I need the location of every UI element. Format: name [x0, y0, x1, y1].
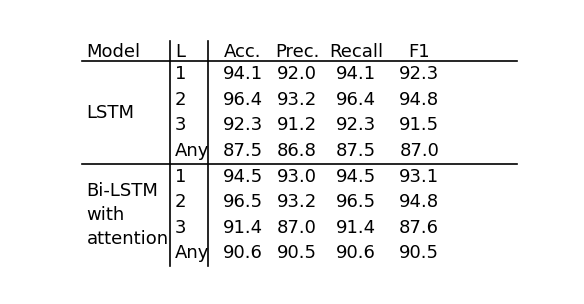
Text: 90.6: 90.6: [336, 244, 376, 262]
Text: 92.3: 92.3: [336, 116, 376, 134]
Text: 96.5: 96.5: [223, 193, 263, 211]
Text: 94.8: 94.8: [399, 193, 439, 211]
Text: 2: 2: [175, 91, 186, 109]
Text: 87.6: 87.6: [399, 219, 439, 237]
Text: 2: 2: [175, 193, 186, 211]
Text: 92.3: 92.3: [399, 65, 439, 83]
Text: 90.5: 90.5: [277, 244, 317, 262]
Text: 91.5: 91.5: [399, 116, 439, 134]
Text: 93.0: 93.0: [277, 168, 317, 186]
Text: 90.5: 90.5: [399, 244, 439, 262]
Text: Prec.: Prec.: [275, 43, 319, 61]
Text: 93.2: 93.2: [277, 91, 317, 109]
Text: Any: Any: [175, 244, 209, 262]
Text: 91.2: 91.2: [277, 116, 317, 134]
Text: 1: 1: [175, 65, 186, 83]
Text: 91.4: 91.4: [336, 219, 376, 237]
Text: LSTM: LSTM: [86, 104, 134, 122]
Text: 93.2: 93.2: [277, 193, 317, 211]
Text: 94.5: 94.5: [223, 168, 263, 186]
Text: 86.8: 86.8: [277, 142, 317, 160]
Text: 87.5: 87.5: [336, 142, 376, 160]
Text: 94.5: 94.5: [336, 168, 376, 186]
Text: Any: Any: [175, 142, 209, 160]
Text: 3: 3: [175, 116, 186, 134]
Text: Recall: Recall: [329, 43, 383, 61]
Text: L: L: [175, 43, 185, 61]
Text: Model: Model: [86, 43, 141, 61]
Text: 3: 3: [175, 219, 186, 237]
Text: 90.6: 90.6: [223, 244, 263, 262]
Text: 94.8: 94.8: [399, 91, 439, 109]
Text: 91.4: 91.4: [223, 219, 263, 237]
Text: 96.4: 96.4: [223, 91, 263, 109]
Text: 94.1: 94.1: [336, 65, 376, 83]
Text: 92.3: 92.3: [223, 116, 263, 134]
Text: 87.0: 87.0: [399, 142, 439, 160]
Text: 87.0: 87.0: [277, 219, 317, 237]
Text: 96.5: 96.5: [336, 193, 376, 211]
Text: 92.0: 92.0: [277, 65, 317, 83]
Text: 94.1: 94.1: [223, 65, 263, 83]
Text: 1: 1: [175, 168, 186, 186]
Text: 93.1: 93.1: [399, 168, 439, 186]
Text: Bi-LSTM
with
attention: Bi-LSTM with attention: [86, 182, 169, 247]
Text: 87.5: 87.5: [223, 142, 263, 160]
Text: Acc.: Acc.: [224, 43, 262, 61]
Text: 96.4: 96.4: [336, 91, 376, 109]
Text: F1: F1: [408, 43, 430, 61]
